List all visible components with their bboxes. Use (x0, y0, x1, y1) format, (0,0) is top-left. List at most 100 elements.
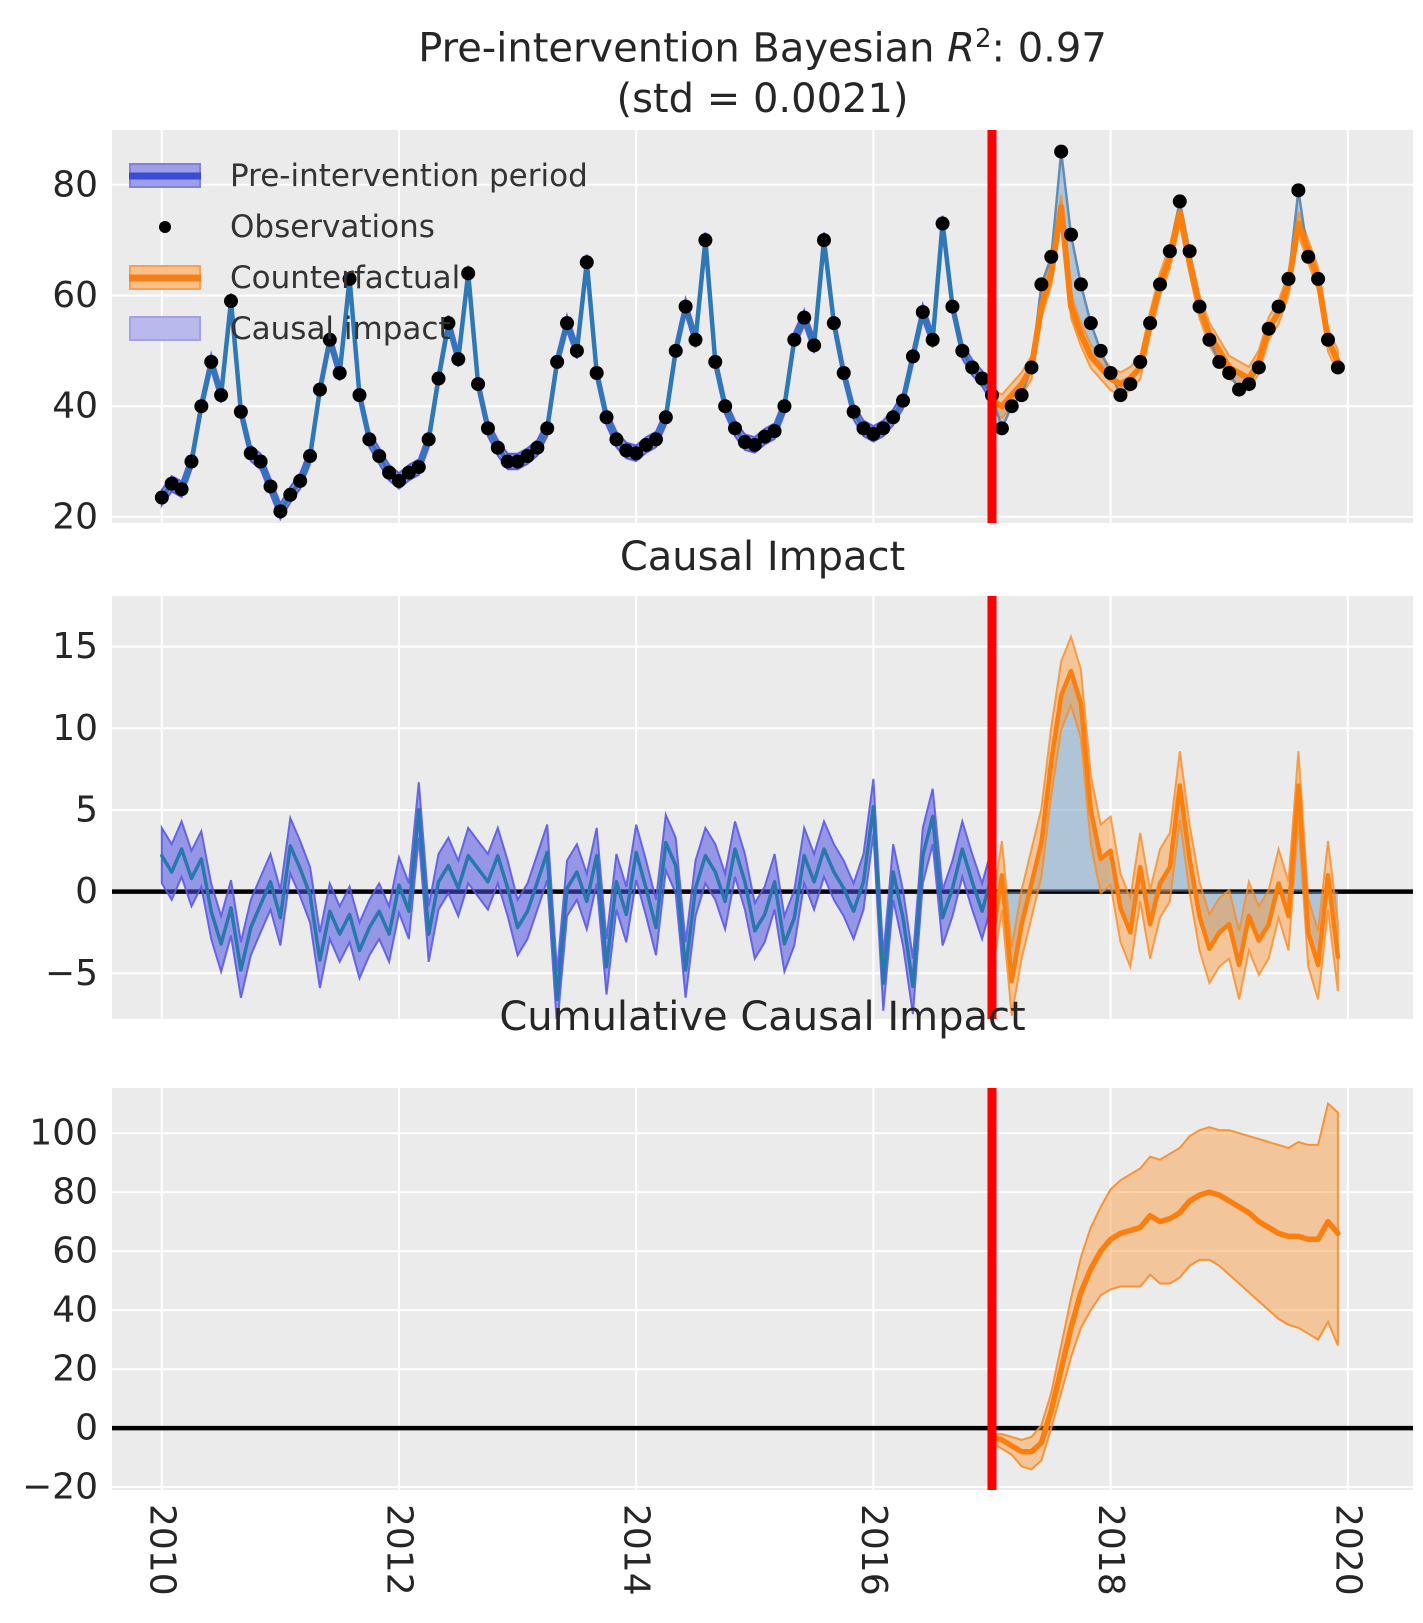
observation-dot (609, 432, 624, 447)
y-tick-label: 5 (75, 789, 98, 830)
observation-dot (1014, 388, 1029, 403)
observation-dot (836, 365, 851, 380)
observation-dot (599, 410, 614, 425)
x-tick-label: 2020 (1327, 1504, 1368, 1596)
observation-dot (826, 316, 841, 331)
observation-dot (500, 454, 515, 469)
observation-dot (540, 421, 555, 436)
observation-dot (569, 343, 584, 358)
x-tick-label: 2014 (616, 1504, 657, 1596)
panel-title-causal-impact: Causal Impact (619, 534, 906, 580)
x-tick-label: 2016 (853, 1504, 894, 1596)
observation-dot (994, 421, 1009, 436)
y-tick-label: −5 (45, 953, 98, 994)
series-line (989, 1189, 1341, 1455)
causal-impact-patch-icon (126, 316, 204, 341)
observation-dot (945, 299, 960, 314)
observation-dot (1330, 360, 1345, 375)
observation-dot (421, 432, 436, 447)
observation-dot (1004, 399, 1019, 414)
y-tick-label: 15 (52, 626, 98, 667)
observation-dot (629, 446, 644, 461)
panel-1-series (154, 144, 1345, 522)
observation-dot (550, 354, 565, 369)
observation-dot (816, 233, 831, 248)
observation-dot (461, 266, 476, 281)
observation-dot (184, 454, 199, 469)
observation-dot (560, 316, 575, 331)
observation-dot (1321, 332, 1336, 347)
legend-label: Counterfactual (230, 259, 461, 296)
series-line (989, 668, 1341, 984)
observation-dot (223, 294, 238, 309)
observation-dot (322, 332, 337, 347)
legend-item-pre-intervention: Pre-intervention period (126, 150, 588, 201)
observation-dot (1162, 244, 1177, 259)
observation-dot (698, 233, 713, 248)
observation-dot (935, 216, 950, 231)
cumulative-band (991, 1101, 1339, 1471)
legend-label: Pre-intervention period (230, 157, 588, 194)
observation-dot (767, 424, 782, 439)
legend-item-counterfactual: Counterfactual (126, 252, 588, 303)
y-tick-label: 0 (75, 871, 98, 912)
observation-dot (392, 473, 407, 488)
observation-dot (372, 449, 387, 464)
observation-dot (293, 473, 308, 488)
y-tick-label: 60 (52, 275, 98, 316)
observation-dot (1123, 377, 1138, 392)
observation-dot (896, 393, 911, 408)
observation-dot (283, 487, 298, 502)
observation-dot (1073, 277, 1088, 292)
causal-impact-fill (992, 671, 1338, 982)
y-tick-label: −20 (22, 1467, 98, 1508)
observation-dot (1241, 377, 1256, 392)
observation-dot (1301, 249, 1316, 264)
legend-item-causal-impact: Causal impact (126, 303, 588, 354)
observation-dot (915, 305, 930, 320)
observation-dot (678, 299, 693, 314)
observation-dot (876, 421, 891, 436)
observation-dot (263, 479, 278, 494)
x-tick-label: 2010 (141, 1504, 182, 1596)
observation-dot (728, 421, 743, 436)
observation-dot (312, 382, 327, 397)
observation-dot (1044, 249, 1059, 264)
observation-dot (520, 449, 535, 464)
legend-label: Observations (230, 208, 435, 245)
observation-dot (204, 354, 219, 369)
observation-dot (1093, 343, 1108, 358)
y-tick-label: 60 (52, 1231, 98, 1272)
observation-dot (382, 465, 397, 480)
observation-dot (807, 338, 822, 353)
observation-dot (233, 404, 248, 419)
observation-dot (471, 377, 486, 392)
observation-dot (342, 271, 357, 286)
y-tick-label: 10 (52, 708, 98, 749)
observation-dot (787, 332, 802, 347)
observations-dot-icon (126, 220, 204, 233)
observation-dot (846, 404, 861, 419)
observation-dot (589, 365, 604, 380)
observation-dot (747, 437, 762, 452)
observation-dot (490, 440, 505, 455)
observation-dot (886, 410, 901, 425)
observation-dot (1291, 183, 1306, 198)
observation-dot (480, 421, 495, 436)
observation-dot (431, 371, 446, 386)
observation-dot (174, 482, 189, 497)
observation-dot (243, 446, 258, 461)
observation-dot (1083, 316, 1098, 331)
title-line-1: Pre-intervention Bayesian R2: 0.97 (418, 24, 1107, 72)
y-tick-label: 20 (52, 496, 98, 537)
observation-dot (1281, 271, 1296, 286)
observation-dot (1034, 277, 1049, 292)
x-tick-label: 2018 (1090, 1504, 1131, 1596)
observation-dot (273, 504, 288, 519)
observation-dot (332, 365, 347, 380)
x-tick-label: 2012 (379, 1504, 420, 1596)
observation-dot (1202, 332, 1217, 347)
panel-3-series (112, 1101, 1413, 1471)
